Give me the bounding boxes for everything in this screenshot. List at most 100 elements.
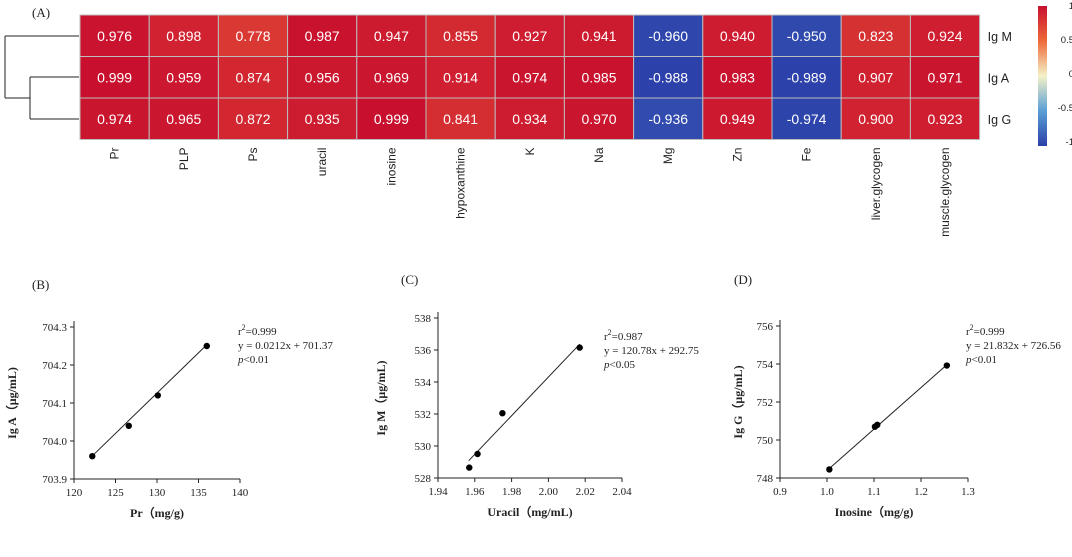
data-point <box>499 410 506 417</box>
y-axis-title: Ig M（μg/mL) <box>373 360 388 435</box>
heatmap-value: 0.947 <box>374 28 409 44</box>
annotation-p: p<0.05 <box>603 359 635 371</box>
x-tick-label: 125 <box>107 487 124 499</box>
x-tick-label: 1.98 <box>502 486 522 498</box>
heatmap-column-label: liver.glycogen <box>869 148 883 221</box>
heatmap-value: -0.960 <box>648 28 688 44</box>
x-axis-title: Pr（mg/g) <box>130 505 184 520</box>
heatmap-value: 0.985 <box>581 69 616 85</box>
heatmap-value: 0.823 <box>858 28 893 44</box>
heatmap-value: 0.934 <box>512 111 547 127</box>
heatmap-cell <box>356 14 427 57</box>
x-tick-label: 130 <box>149 487 166 499</box>
heatmap-value: 0.872 <box>235 111 270 127</box>
data-point <box>576 344 583 351</box>
fit-line <box>828 364 948 470</box>
heatmap-column-label: uracil <box>315 148 329 177</box>
heatmap-column-label: Na <box>592 147 606 163</box>
colorbar-tick-label: -0.5 <box>1058 103 1072 114</box>
heatmap-column-label: Zn <box>730 148 744 162</box>
x-tick-label: 2.00 <box>539 486 559 498</box>
colorbar: 1 0.5 0 -0.5 -1 <box>1038 1 1072 148</box>
heatmap-value: 0.983 <box>720 69 755 85</box>
scatter-panel-b: (B) 120 125 130 135 140 703.9 704.0 704.1 704.2 70… <box>4 277 333 520</box>
heatmap-value: 0.970 <box>581 111 616 127</box>
y-axis-title: Ig A（μg/mL) <box>4 367 19 439</box>
heatmap-value: 0.907 <box>858 69 893 85</box>
heatmap-value: 0.999 <box>97 69 132 85</box>
heatmap-column-label: inosine <box>384 147 398 185</box>
x-tick-label: 0.9 <box>773 486 787 498</box>
y-tick-label: 748 <box>757 473 774 485</box>
y-tick-label: 754 <box>757 359 774 371</box>
colorbar-tick-label: 1 <box>1069 1 1072 12</box>
heatmap-cell <box>356 97 427 140</box>
data-point <box>203 342 210 350</box>
annotation-equation: y = 120.78x + 292.75 <box>604 345 699 357</box>
fit-line <box>468 343 581 462</box>
heatmap-value: 0.914 <box>443 69 478 85</box>
x-axis-title: Inosine（mg/g) <box>835 504 914 519</box>
heatmap-value: 0.956 <box>305 69 340 85</box>
heatmap-cell <box>702 56 773 99</box>
heatmap-value: 0.974 <box>512 69 547 85</box>
x-tick-label: 120 <box>66 487 83 499</box>
data-point <box>154 392 162 399</box>
panel-label: (D) <box>734 272 752 287</box>
colorbar-tick-label: 0.5 <box>1061 35 1072 46</box>
heatmap-cell <box>563 14 635 57</box>
fit-line <box>91 344 208 457</box>
heatmap-value: 0.900 <box>858 111 893 127</box>
heatmap-value: -0.989 <box>787 69 827 85</box>
annotation-p: p<0.01 <box>965 354 997 366</box>
x-tick-label: 1.96 <box>465 486 485 498</box>
heatmap-value: 0.924 <box>927 28 962 44</box>
heatmap-cell <box>771 97 842 140</box>
heatmap-value: 0.965 <box>166 111 201 127</box>
y-tick-label: 750 <box>757 435 774 447</box>
heatmap-value: 0.971 <box>927 69 962 85</box>
y-tick-label: 534 <box>415 377 432 389</box>
y-tick-label: 538 <box>415 313 432 325</box>
heatmap-cell <box>79 56 150 99</box>
annotation-r2: r2=0.999 <box>966 323 1005 338</box>
y-tick-label: 704.0 <box>42 436 67 448</box>
heatmap-cell <box>287 14 358 57</box>
heatmap-value: 0.959 <box>166 69 201 85</box>
heatmap-value: 0.940 <box>720 28 755 44</box>
x-tick-label: 2.04 <box>612 486 632 498</box>
heatmap-column-label: PLP <box>177 148 191 171</box>
heatmap-cell <box>909 97 981 140</box>
heatmap-cell <box>425 97 496 140</box>
heatmap-value: -0.936 <box>648 111 688 127</box>
heatmap-cell <box>356 56 427 99</box>
panel-label-a: (A) <box>32 5 50 20</box>
annotation-equation: y = 21.832x + 726.56 <box>966 340 1061 352</box>
heatmap-column-label: Ps <box>246 148 260 162</box>
heatmap-cell <box>909 56 981 99</box>
y-tick-label: 704.1 <box>42 398 67 410</box>
data-point <box>474 450 481 458</box>
heatmap-value: 0.999 <box>374 111 409 127</box>
heatmap-value: 0.923 <box>927 111 962 127</box>
data-point <box>466 464 473 471</box>
heatmap-row-label: Ig M <box>988 30 1012 44</box>
heatmap-cell <box>702 97 773 140</box>
data-point <box>125 422 132 429</box>
data-point <box>89 453 96 460</box>
heatmap-row-label: Ig G <box>988 113 1012 127</box>
heatmap-cell <box>840 97 911 140</box>
heatmap-value: 0.778 <box>235 28 270 44</box>
heatmap-value: 0.898 <box>166 28 201 44</box>
x-tick-label: 1.1 <box>867 486 881 498</box>
heatmap-row-label: Ig A <box>988 71 1010 85</box>
colorbar-tick-label: 0 <box>1069 69 1072 80</box>
data-point <box>826 466 833 473</box>
y-tick-label: 704.2 <box>42 360 67 372</box>
heatmap-column-label: Mg <box>661 148 675 165</box>
heatmap-column-label: K <box>523 148 537 156</box>
heatmap-cell <box>633 97 704 140</box>
y-axis-title: Ig G（μg/mL) <box>730 365 745 438</box>
heatmap-value: 0.927 <box>512 28 547 44</box>
